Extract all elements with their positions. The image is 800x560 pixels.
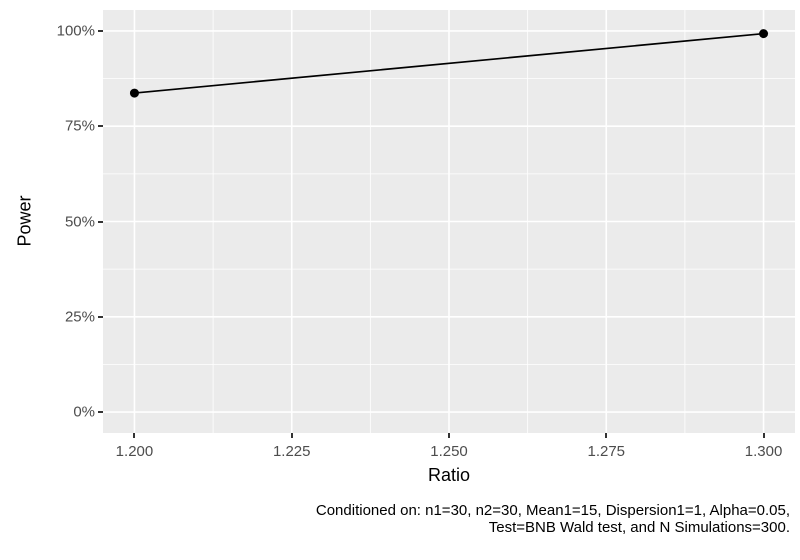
plot-panel [103, 10, 795, 433]
data-point [129, 88, 139, 98]
data-point [759, 29, 769, 39]
x-tick-mark [762, 433, 765, 438]
y-tick-label: 100% [56, 22, 95, 40]
y-tick-label: 50% [64, 213, 95, 230]
x-tick-mark [290, 433, 293, 438]
x-tick-label: 1.225 [272, 443, 311, 460]
plot-caption: Conditioned on: n1=30, n2=30, Mean1=15, … [103, 502, 790, 536]
y-tick-label: 25% [64, 308, 95, 326]
x-tick-label: 1.300 [744, 443, 783, 460]
x-tick-label: 1.250 [430, 443, 468, 460]
x-tick-mark [605, 433, 608, 438]
y-tick-mark [98, 29, 103, 32]
x-tick-label: 1.200 [115, 443, 154, 460]
x-tick-mark [133, 433, 136, 438]
x-tick-label: 1.275 [587, 443, 626, 460]
y-tick-mark [98, 411, 103, 414]
plot-svg [103, 10, 795, 433]
y-tick-mark [98, 125, 103, 128]
caption-line-1: Conditioned on: n1=30, n2=30, Mean1=15, … [315, 502, 790, 519]
series-line [134, 32, 764, 94]
y-tick-mark [98, 315, 103, 318]
x-axis-title: Ratio [427, 465, 471, 485]
y-tick-label: 0% [73, 403, 95, 421]
caption-line-2: Test=BNB Wald test, and N Simulations=30… [488, 519, 790, 536]
y-tick-label: 75% [64, 117, 95, 135]
y-tick-mark [98, 220, 103, 223]
x-tick-mark [448, 433, 450, 438]
